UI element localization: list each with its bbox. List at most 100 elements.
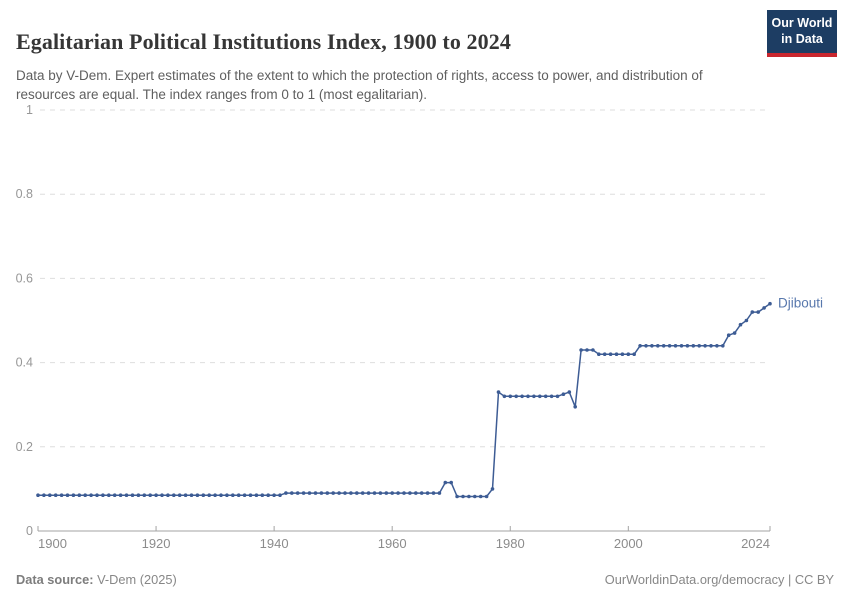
data-point-dot — [579, 348, 583, 352]
data-point-dot — [313, 491, 318, 495]
data-point-dot — [42, 493, 46, 498]
data-point-dot — [378, 491, 383, 495]
data-point-dot — [490, 487, 495, 491]
data-point-dot — [543, 394, 548, 399]
y-axis-tick-label: 0.4 — [16, 356, 33, 370]
data-point-dot — [614, 352, 619, 357]
data-point-dot — [301, 491, 306, 495]
x-axis-tick-label: 1920 — [142, 536, 171, 551]
data-point-dot — [83, 493, 87, 498]
data-point-dot — [597, 352, 601, 357]
data-point-dot — [343, 491, 347, 495]
data-point-dot — [384, 491, 389, 495]
data-point-dot — [130, 493, 135, 498]
data-point-dot — [679, 344, 684, 348]
x-axis-tick-label: 1980 — [496, 536, 525, 551]
data-point-dot — [697, 344, 701, 348]
data-point-dot — [484, 494, 489, 499]
data-point-dot — [53, 493, 58, 498]
data-point-dot — [366, 491, 371, 495]
owid-logo[interactable]: Our World in Data — [767, 10, 837, 57]
x-axis-tick-label: 1900 — [38, 536, 67, 551]
data-point-dot — [172, 493, 176, 498]
data-point-dot — [213, 493, 217, 498]
data-point-dot — [502, 394, 507, 399]
license-cc-by: CC BY — [794, 572, 834, 587]
data-point-dot — [160, 493, 164, 498]
y-axis-tick-label: 0 — [26, 524, 33, 538]
footer-right: OurWorldinData.org/democracy | CC BY — [605, 572, 834, 587]
data-point-dot — [177, 493, 182, 498]
data-point-dot — [136, 493, 141, 498]
data-point-dot — [355, 491, 359, 495]
gridlines: 0 0.2 0.4 0.6 0.8 1 — [16, 103, 770, 538]
data-point-dot — [414, 491, 418, 495]
data-point-dot — [118, 493, 123, 498]
data-point-dot — [295, 491, 300, 495]
data-point-dot — [667, 344, 672, 348]
data-point-dot — [661, 344, 666, 348]
data-point-dot — [89, 493, 93, 498]
data-point-dot — [349, 491, 353, 495]
data-point-dot — [461, 494, 465, 499]
data-point-dot — [608, 352, 613, 357]
chart-footer: Data source: V-Dem (2025) OurWorldinData… — [16, 572, 834, 587]
x-axis-tick-label: 1960 — [378, 536, 407, 551]
data-point-dot — [638, 344, 642, 348]
data-point-dot — [107, 493, 111, 498]
data-point-dot — [732, 331, 737, 335]
series-label-djibouti[interactable]: Djibouti — [778, 296, 823, 311]
data-point-dot — [750, 310, 755, 314]
djibouti-series[interactable] — [36, 301, 772, 499]
data-point-dot — [59, 493, 64, 498]
data-point-dot — [390, 491, 395, 495]
djibouti-line[interactable] — [38, 303, 771, 498]
data-point-dot — [331, 491, 336, 495]
data-point-dot — [36, 493, 40, 498]
data-point-dot — [142, 493, 147, 498]
data-source-label: Data source: — [16, 572, 94, 587]
data-point-dot — [691, 344, 696, 348]
data-point-dot — [77, 493, 82, 498]
data-point-dot — [473, 494, 477, 499]
owid-logo-line1: Our World — [771, 16, 833, 30]
data-point-dot — [449, 480, 454, 485]
data-point-dot — [260, 493, 265, 498]
y-axis-tick-label: 1 — [26, 103, 33, 117]
data-point-dot — [248, 493, 253, 498]
data-point-dot — [408, 491, 412, 495]
data-point-dot — [231, 493, 235, 498]
data-point-dot — [195, 493, 200, 498]
x-axis-tick-label: 2024 — [741, 536, 770, 551]
x-axis-tick-label: 1940 — [260, 536, 289, 551]
owid-logo-line2: in Data — [781, 32, 823, 47]
footer-link[interactable]: OurWorldinData.org/democracy — [604, 572, 785, 587]
data-point-dot — [290, 491, 294, 495]
data-point-dot — [508, 394, 513, 399]
data-point-dot — [419, 491, 424, 495]
data-point-dot — [360, 491, 365, 495]
data-point-dot — [307, 491, 312, 495]
data-point-dot — [756, 310, 760, 314]
data-point-dot — [201, 493, 206, 498]
data-point-dot — [254, 493, 259, 498]
x-axis: 1900 1920 1940 1960 1980 2000 2024 — [37, 526, 771, 551]
data-point-dot — [236, 493, 241, 498]
data-point-dot — [112, 493, 117, 498]
data-point-dot — [65, 493, 70, 498]
data-source-value: V-Dem (2025) — [93, 572, 177, 587]
data-point-dot — [555, 394, 560, 399]
data-point-dot — [514, 394, 518, 399]
data-point-dot — [431, 491, 436, 495]
data-point-dot — [437, 491, 442, 495]
data-point-dot — [272, 493, 276, 498]
data-point-dot — [337, 491, 341, 495]
data-point-dot — [709, 344, 713, 348]
data-point-dot — [762, 306, 766, 310]
data-point-dot — [650, 344, 654, 348]
data-point-dot — [620, 352, 625, 357]
data-point-dot — [95, 493, 99, 498]
data-point-dot — [207, 493, 211, 498]
data-point-dot — [278, 493, 282, 498]
